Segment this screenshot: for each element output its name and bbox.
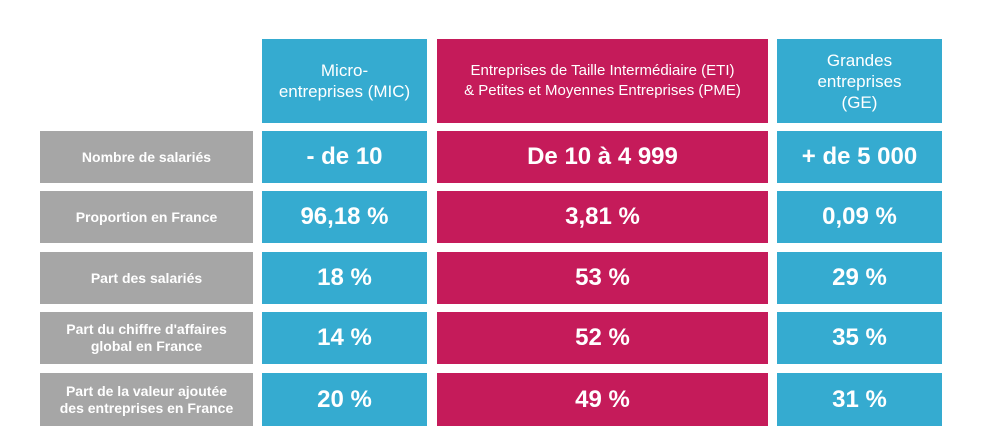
table-cell-eti-pme: 52 % [437,312,768,364]
header-eti-pme: Entreprises de Taille Intermédiaire (ETI… [437,39,768,123]
table-cell-eti-pme: De 10 à 4 999 [437,131,768,183]
table-cell-ge: 35 % [777,312,942,364]
row-label: Part du chiffre d'affaires global en Fra… [40,312,253,364]
table-cell-ge: 0,09 % [777,191,942,243]
table-cell-eti-pme: 3,81 % [437,191,768,243]
table-cell-mic: 20 % [262,373,427,426]
table-cell-mic: 14 % [262,312,427,364]
table-cell-eti-pme: 53 % [437,252,768,304]
table-cell-eti-pme: 49 % [437,373,768,426]
table-cell-ge: 31 % [777,373,942,426]
row-label: Part des salariés [40,252,253,304]
row-label: Part de la valeur ajoutée des entreprise… [40,373,253,426]
row-label: Proportion en France [40,191,253,243]
header-ge: Grandes entreprises (GE) [777,39,942,123]
table-cell-mic: 18 % [262,252,427,304]
table-cell-mic: - de 10 [262,131,427,183]
table-cell-ge: + de 5 000 [777,131,942,183]
header-mic: Micro- entreprises (MIC) [262,39,427,123]
row-label: Nombre de salariés [40,131,253,183]
table-cell-ge: 29 % [777,252,942,304]
table-cell-mic: 96,18 % [262,191,427,243]
